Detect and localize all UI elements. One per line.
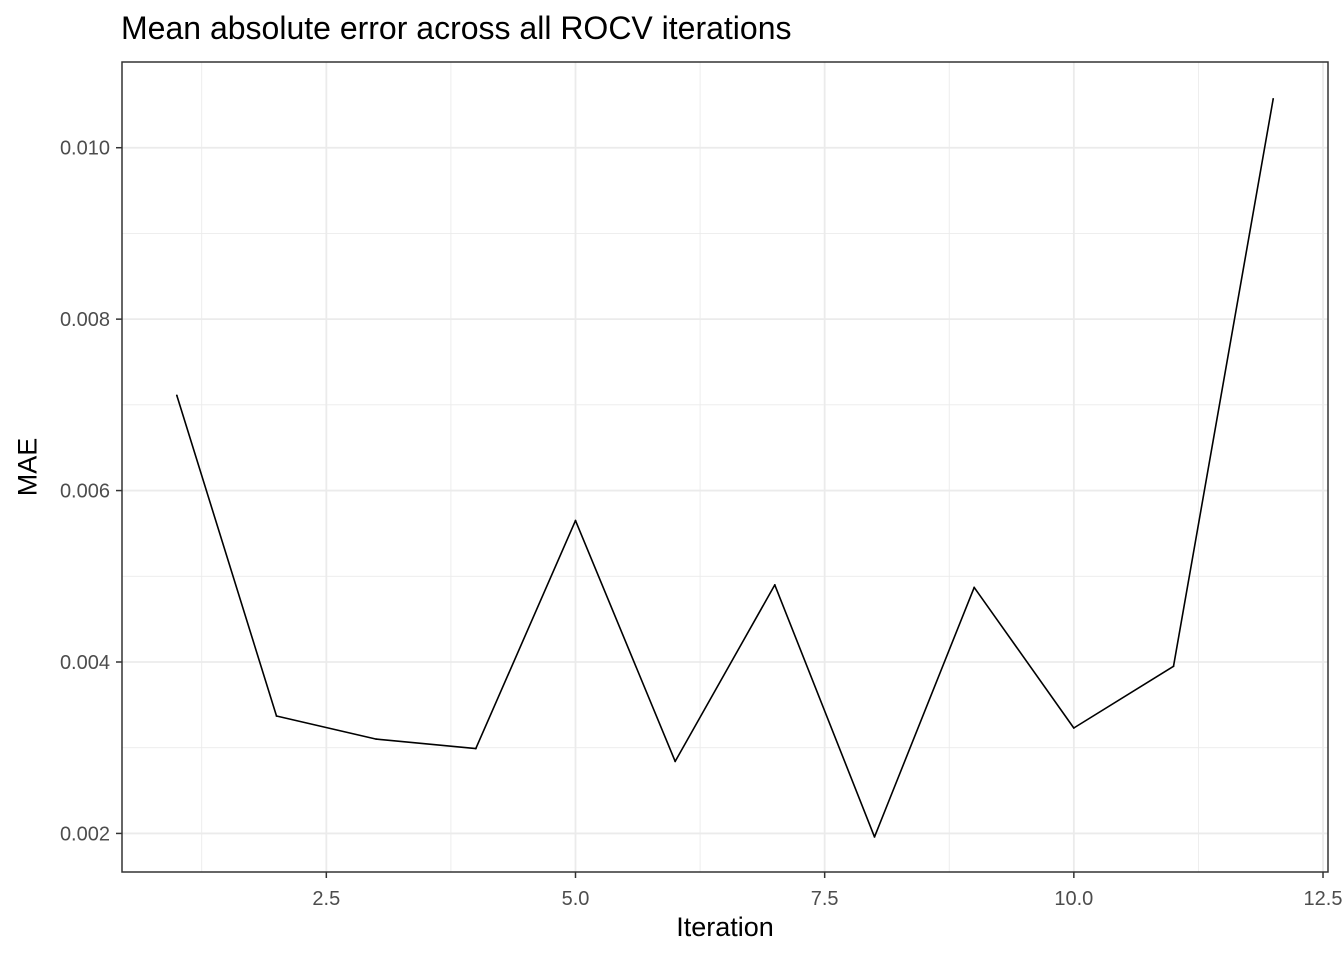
x-tick-label: 7.5: [811, 888, 839, 910]
data-point: [1072, 727, 1075, 729]
data-point: [873, 835, 876, 838]
series-line: [176, 98, 1274, 838]
data-point: [474, 747, 477, 750]
series-layer: [175, 97, 1275, 838]
y-tick-label: 0.008: [60, 309, 110, 331]
data-point: [773, 583, 776, 586]
data-point: [175, 394, 178, 397]
data-point: [574, 519, 577, 522]
chart-title: Mean absolute error across all ROCV iter…: [121, 10, 792, 46]
x-tick-label: 10.0: [1054, 888, 1093, 910]
data-point: [1272, 97, 1275, 100]
data-point: [275, 715, 278, 717]
x-axis: 2.5 5.0 7.5 10.0 12.5: [312, 872, 1342, 910]
data-point: [1172, 665, 1175, 668]
x-tick-label: 12.5: [1304, 888, 1343, 910]
x-axis-label: Iteration: [676, 912, 774, 942]
data-point: [375, 738, 378, 741]
y-axis: 0.002 0.004 0.006 0.008 0.010: [60, 138, 122, 845]
y-tick-label: 0.004: [60, 652, 110, 674]
panel-border: [121, 61, 1329, 873]
y-tick-label: 0.002: [60, 823, 110, 845]
major-gridlines: [122, 62, 1328, 872]
x-tick-label: 5.0: [562, 888, 590, 910]
x-tick-label: 2.5: [312, 888, 340, 910]
data-point: [674, 760, 677, 763]
minor-gridlines: [122, 62, 1328, 872]
y-tick-label: 0.006: [60, 481, 110, 503]
y-axis-label: MAE: [12, 437, 43, 497]
y-tick-label: 0.010: [60, 138, 110, 160]
data-point: [973, 586, 976, 589]
